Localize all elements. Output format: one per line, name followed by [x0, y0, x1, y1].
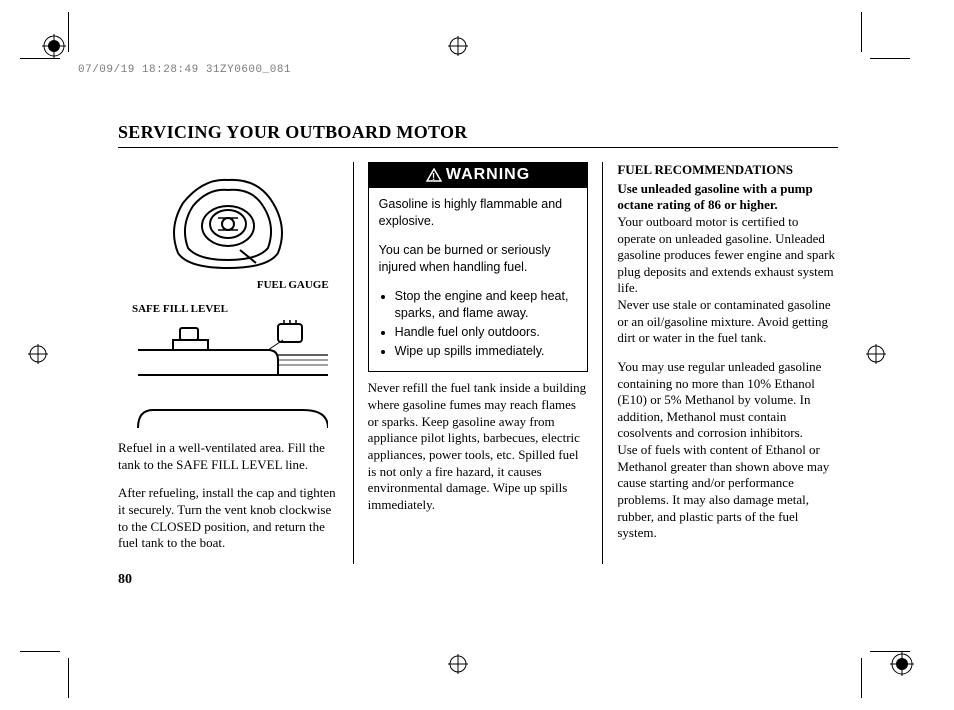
col3-paragraph-1: Your outboard motor is certified to oper… [617, 214, 835, 296]
fuel-gauge-label: FUEL GAUGE [118, 278, 329, 292]
crop-mark [68, 12, 69, 52]
safe-fill-figure [118, 320, 339, 430]
column-separator [602, 162, 603, 564]
col1-paragraph-2: After refueling, install the cap and tig… [118, 485, 339, 552]
registration-mark [448, 654, 472, 678]
warning-box: ! WARNING Gasoline is highly flammable a… [368, 162, 589, 372]
warning-triangle-icon: ! [426, 168, 442, 182]
warning-p1: Gasoline is highly flammable and explosi… [379, 196, 578, 230]
warning-header-text: WARNING [446, 165, 530, 185]
octane-requirement: Use unleaded gasoline with a pump octane… [617, 181, 838, 214]
column-1: FUEL GAUGE SAFE FILL LEVEL [118, 162, 339, 564]
column-3: FUEL RECOMMENDATIONS Use unleaded gasoli… [617, 162, 838, 564]
warning-p2: You can be burned or seriously injured w… [379, 242, 578, 276]
registration-mark [890, 652, 914, 676]
safe-fill-label: SAFE FILL LEVEL [132, 302, 339, 316]
column-2: ! WARNING Gasoline is highly flammable a… [368, 162, 589, 564]
registration-mark [866, 344, 890, 368]
col3-paragraph-3: You may use regular unleaded gasoline co… [617, 359, 838, 442]
crop-mark [861, 12, 862, 52]
fuel-recommendations-heading: FUEL RECOMMENDATIONS [617, 162, 838, 179]
crop-mark [870, 58, 910, 59]
crop-mark [20, 58, 60, 59]
fuel-gauge-figure: FUEL GAUGE [118, 168, 339, 292]
crop-mark [861, 658, 862, 698]
col2-paragraph-1: Never refill the fuel tank inside a buil… [368, 380, 589, 513]
crop-mark [870, 651, 910, 652]
col3-paragraph-2: Never use stale or contaminated gasoline… [617, 297, 838, 347]
crop-mark [68, 658, 69, 698]
page-number: 80 [118, 572, 838, 588]
page-title: SERVICING YOUR OUTBOARD MOTOR [118, 122, 838, 148]
warning-bullets: Stop the engine and keep heat, sparks, a… [379, 288, 578, 360]
warning-header: ! WARNING [369, 163, 588, 188]
crop-mark [20, 651, 60, 652]
print-timestamp: 07/09/19 18:28:49 31ZY0600_081 [78, 64, 291, 76]
col1-paragraph-1: Refuel in a well-ventilated area. Fill t… [118, 440, 339, 473]
registration-mark [448, 36, 472, 60]
column-layout: FUEL GAUGE SAFE FILL LEVEL [118, 162, 838, 564]
column-separator [353, 162, 354, 564]
warning-body: Gasoline is highly flammable and explosi… [369, 188, 588, 371]
warning-bullet-2: Handle fuel only outdoors. [395, 324, 578, 341]
registration-mark [42, 34, 66, 58]
warning-bullet-1: Stop the engine and keep heat, sparks, a… [395, 288, 578, 322]
warning-bullet-3: Wipe up spills immediately. [395, 343, 578, 360]
svg-text:!: ! [432, 172, 436, 182]
registration-mark [28, 344, 52, 368]
page-content: SERVICING YOUR OUTBOARD MOTOR FUEL GAUG [118, 122, 838, 588]
col3-paragraph-4: Use of fuels with content of Ethanol or … [617, 442, 838, 542]
